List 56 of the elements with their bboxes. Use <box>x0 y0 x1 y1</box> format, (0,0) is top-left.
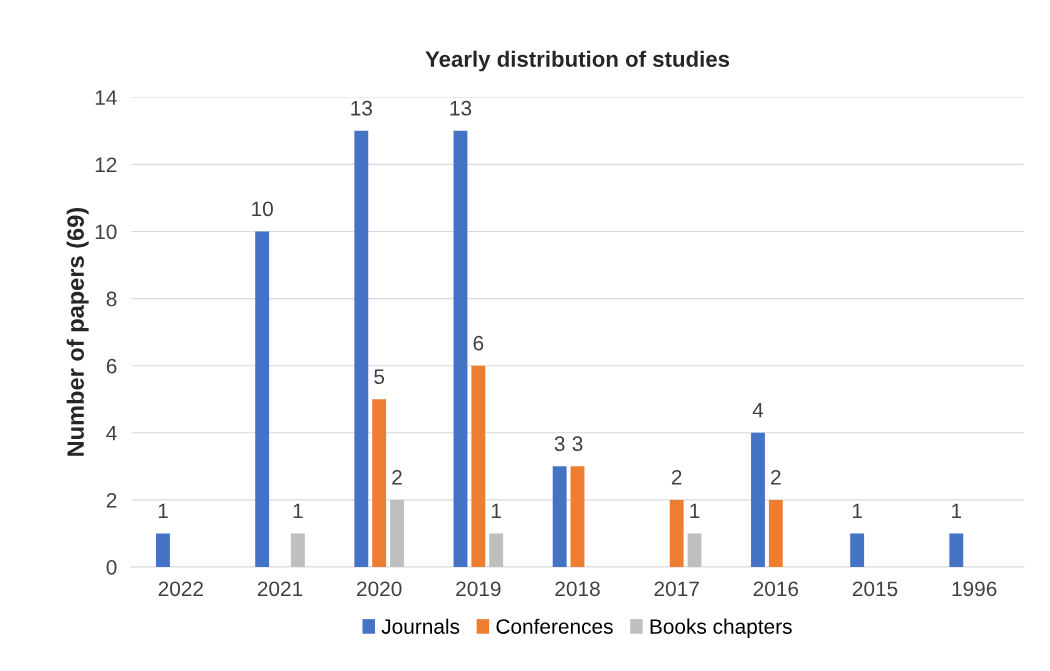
data-label: 1 <box>491 503 501 519</box>
bar <box>471 365 486 567</box>
x-tick-label: 2015 <box>852 581 898 597</box>
bar <box>372 399 387 567</box>
y-tick-label: 8 <box>106 291 117 307</box>
bar <box>290 533 305 567</box>
bar <box>949 533 964 567</box>
y-tick-label: 0 <box>106 560 117 575</box>
y-tick-label: 10 <box>95 224 117 240</box>
legend-label: Conferences <box>496 618 613 634</box>
data-label: 10 <box>252 201 273 217</box>
x-tick-label: 2018 <box>555 581 600 597</box>
x-tick-label: 2017 <box>654 581 699 597</box>
x-tick-label: 2022 <box>158 581 203 597</box>
data-label: 5 <box>374 369 385 385</box>
data-label: 3 <box>554 436 565 452</box>
x-tick-label: 2019 <box>456 581 501 597</box>
data-label: 1 <box>952 503 962 519</box>
data-label: 13 <box>450 100 472 116</box>
data-label: 1 <box>690 503 700 519</box>
y-tick-label: 4 <box>106 426 117 441</box>
x-tick-label: 1996 <box>952 581 997 597</box>
bar <box>552 466 567 567</box>
data-label: 2 <box>671 469 682 485</box>
chart-title: Yearly distribution of studies <box>425 50 730 72</box>
x-tick-label: 2021 <box>257 581 303 597</box>
data-label: 13 <box>351 100 372 116</box>
x-tick-label: 2020 <box>357 581 402 597</box>
data-label: 1 <box>293 503 303 519</box>
bar <box>255 231 270 567</box>
y-tick-label: 6 <box>106 358 117 374</box>
bar <box>669 499 684 567</box>
bar <box>751 432 765 567</box>
data-label: 1 <box>852 503 862 519</box>
y-axis-title: Number of papers (69) <box>66 208 89 456</box>
bar <box>489 533 504 567</box>
data-label: 3 <box>572 436 583 452</box>
bar <box>687 533 702 567</box>
bar <box>453 130 468 567</box>
y-tick-label: 12 <box>95 157 117 172</box>
legend-label: Books chapters <box>650 618 792 639</box>
data-label: 1 <box>158 503 168 519</box>
legend-label: Journals <box>381 618 460 634</box>
bar <box>570 466 585 567</box>
data-label: 2 <box>392 469 402 485</box>
bar <box>850 533 865 567</box>
data-label: 6 <box>473 335 484 351</box>
bar <box>354 130 369 567</box>
bar <box>156 533 170 567</box>
bar <box>768 499 783 567</box>
data-label: 2 <box>771 469 781 485</box>
data-label: 4 <box>752 403 764 418</box>
y-tick-label: 14 <box>95 90 117 105</box>
x-tick-label: 2016 <box>753 581 799 597</box>
bar <box>390 499 404 567</box>
y-tick-label: 2 <box>106 492 117 508</box>
